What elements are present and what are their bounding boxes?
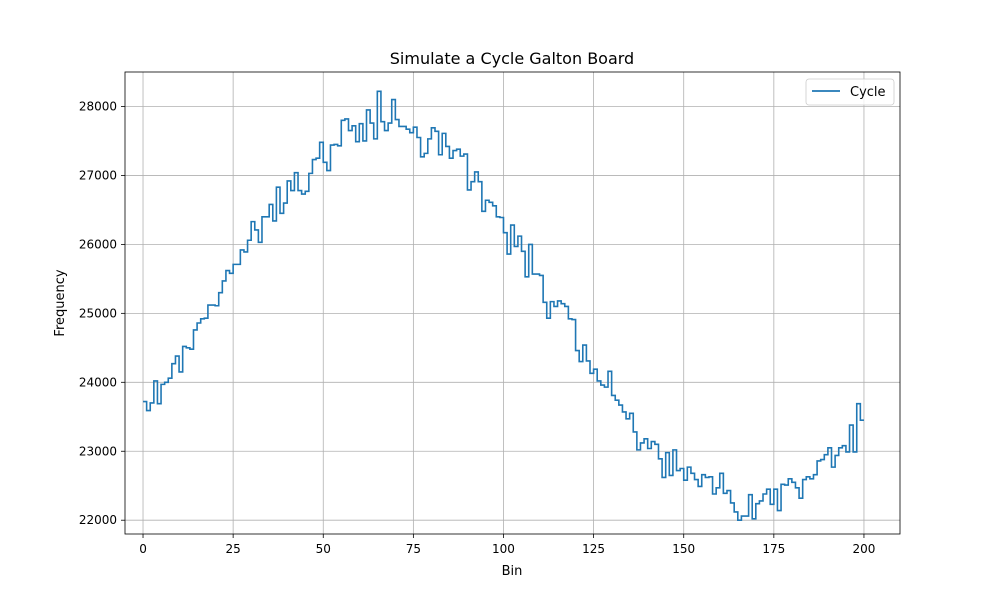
- x-tick-label: 175: [762, 542, 785, 556]
- y-tick-label: 25000: [79, 306, 117, 320]
- legend-label-cycle: Cycle: [850, 85, 886, 100]
- plot-area-frame: [124, 71, 901, 535]
- y-tick-label: 27000: [79, 168, 117, 182]
- legend-box: [805, 78, 895, 106]
- y-axis-ticks: 22000 23000 24000 25000 26000 27000 28000: [79, 99, 125, 527]
- x-tick-label: 25: [225, 542, 240, 556]
- y-tick-label: 23000: [79, 444, 117, 458]
- y-tick-label: 26000: [79, 237, 117, 251]
- legend: Cycle: [805, 78, 895, 106]
- x-tick-label: 125: [582, 542, 605, 556]
- y-tick-label: 28000: [79, 99, 117, 113]
- x-tick-label: 0: [139, 542, 147, 556]
- x-tick-label: 50: [316, 542, 331, 556]
- y-tick-label: 24000: [79, 375, 117, 389]
- series-line-cycle: [143, 90, 864, 522]
- x-axis-ticks: 0 25 50 75 100 125 150 175 200: [139, 534, 875, 556]
- x-tick-label: 200: [853, 542, 876, 556]
- x-tick-label: 100: [492, 542, 515, 556]
- chart-title: Simulate a Cycle Galton Board: [390, 49, 634, 68]
- x-tick-label: 75: [406, 542, 421, 556]
- y-tick-label: 22000: [79, 513, 117, 527]
- x-axis-label: Bin: [502, 564, 523, 579]
- series-layer: [143, 90, 864, 522]
- y-axis-label: Frequency: [53, 269, 68, 336]
- x-tick-label: 150: [672, 542, 695, 556]
